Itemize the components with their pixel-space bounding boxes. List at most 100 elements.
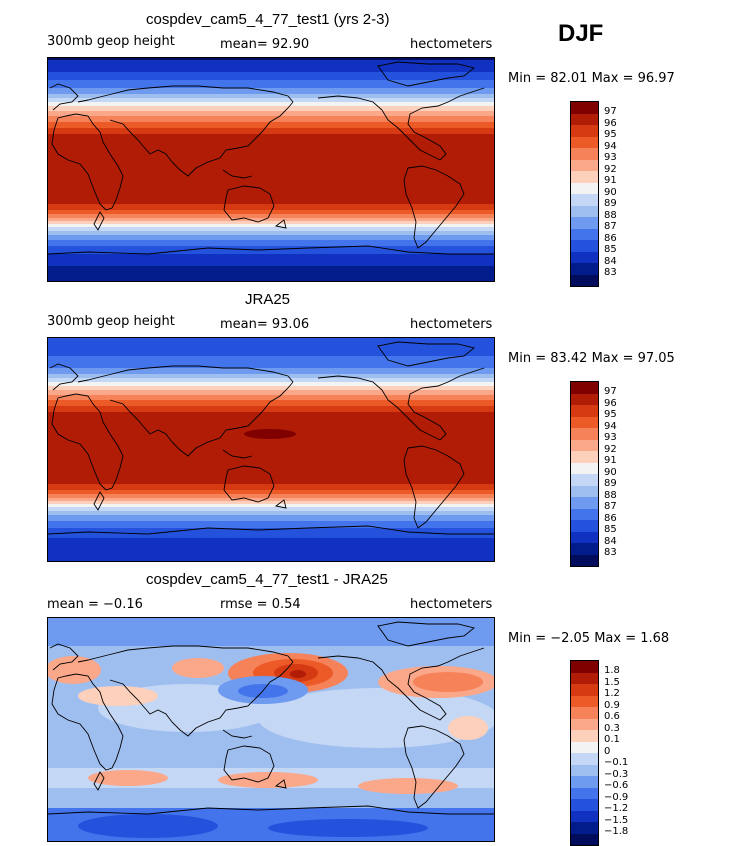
panel2-minmax: Min = 83.42 Max = 97.05 xyxy=(508,351,675,366)
colorbar-label: −1.8 xyxy=(604,826,629,837)
colorbar-label: 1.5 xyxy=(604,676,620,688)
colorbar-swatch xyxy=(571,263,598,275)
panel3-mean: mean = −0.16 xyxy=(47,597,143,612)
panel2-title: JRA25 xyxy=(245,291,291,308)
panel1-field xyxy=(48,58,494,281)
colorbar-label: 0.9 xyxy=(604,699,620,711)
colorbar-swatch xyxy=(571,485,598,497)
colorbar-swatch xyxy=(571,428,598,440)
colorbar-swatch xyxy=(571,148,598,160)
colorbar-swatch xyxy=(571,833,598,845)
colorbar-label: 83 xyxy=(604,267,617,278)
colorbar-label: 0 xyxy=(604,745,611,757)
colorbar-label: 93 xyxy=(604,152,617,163)
colorbar-label: 95 xyxy=(604,409,617,420)
colorbar-swatch xyxy=(571,543,598,555)
colorbar-swatch xyxy=(571,194,598,206)
colorbar-label: 90 xyxy=(604,466,617,478)
colorbar-swatch xyxy=(571,684,598,696)
colorbar-swatch xyxy=(571,451,598,463)
colorbar-swatch xyxy=(571,508,598,520)
colorbar-label: 0.6 xyxy=(604,711,620,722)
panel1-variable: 300mb geop height xyxy=(47,34,175,49)
colorbar-swatch xyxy=(571,822,598,834)
colorbar-label: 1.8 xyxy=(604,665,620,676)
colorbar-swatch xyxy=(571,764,598,776)
colorbar-swatch xyxy=(571,416,598,428)
colorbar-label: −0.3 xyxy=(604,768,629,780)
colorbar-swatch xyxy=(571,240,598,252)
colorbar-label: 83 xyxy=(604,547,617,558)
panel2-map xyxy=(47,337,495,562)
colorbar-swatch xyxy=(571,520,598,532)
colorbar-swatch xyxy=(571,497,598,509)
colorbar-swatch xyxy=(571,205,598,217)
colorbar-swatch xyxy=(571,228,598,240)
colorbar-label: 92 xyxy=(604,163,617,175)
colorbar-label: 0.1 xyxy=(604,734,620,745)
colorbar-swatch xyxy=(571,810,598,822)
colorbar-swatch xyxy=(571,382,598,394)
panel1-mean: mean= 92.90 xyxy=(220,37,310,52)
colorbar-label: −1.5 xyxy=(604,814,629,826)
colorbar-label: 92 xyxy=(604,443,617,455)
panel2-mean: mean= 93.06 xyxy=(220,317,310,332)
colorbar-swatch xyxy=(571,171,598,183)
panel3-minmax: Min = −2.05 Max = 1.68 xyxy=(508,631,670,646)
colorbar-label: 96 xyxy=(604,397,617,409)
panel2-variable: 300mb geop height xyxy=(47,314,175,329)
colorbar-swatch xyxy=(571,661,598,673)
colorbar-swatch xyxy=(571,113,598,125)
colorbar-label: 89 xyxy=(604,198,617,209)
colorbar-label: −0.6 xyxy=(604,780,629,791)
panel3-rmse: rmse = 0.54 xyxy=(220,597,301,612)
panel3-units: hectometers xyxy=(410,597,493,612)
panel2-units: hectometers xyxy=(410,317,493,332)
colorbar-swatch xyxy=(571,251,598,263)
colorbar-swatch xyxy=(571,102,598,114)
colorbar-swatch xyxy=(571,741,598,753)
colorbar-swatch xyxy=(571,462,598,474)
colorbar-swatch xyxy=(571,274,598,286)
panel3-colorbar xyxy=(570,660,599,846)
colorbar-label: 94 xyxy=(604,420,617,432)
panel1-colorbar xyxy=(570,101,599,287)
panel3-title: cospdev_cam5_4_77_test1 - JRA25 xyxy=(146,571,388,588)
colorbar-label: 84 xyxy=(604,255,617,267)
colorbar-label: 95 xyxy=(604,129,617,140)
panel1-units: hectometers xyxy=(410,37,493,52)
colorbar-swatch xyxy=(571,531,598,543)
colorbar-label: 84 xyxy=(604,535,617,547)
colorbar-swatch xyxy=(571,672,598,684)
colorbar-label: 91 xyxy=(604,455,617,466)
colorbar-swatch xyxy=(571,799,598,811)
panel3-field xyxy=(48,618,494,841)
colorbar-label: 97 xyxy=(604,106,617,117)
colorbar-label: 0.3 xyxy=(604,722,620,734)
colorbar-swatch xyxy=(571,217,598,229)
colorbar-label: 85 xyxy=(604,244,617,255)
colorbar-swatch xyxy=(571,393,598,405)
colorbar-label: 87 xyxy=(604,501,617,512)
colorbar-label: 89 xyxy=(604,478,617,489)
colorbar-label: −1.2 xyxy=(604,803,629,814)
colorbar-swatch xyxy=(571,730,598,742)
colorbar-swatch xyxy=(571,474,598,486)
colorbar-swatch xyxy=(571,159,598,171)
colorbar-label: 86 xyxy=(604,232,617,244)
colorbar-label: 85 xyxy=(604,524,617,535)
colorbar-label: −0.1 xyxy=(604,757,629,768)
colorbar-label: 88 xyxy=(604,489,617,501)
colorbar-label: 87 xyxy=(604,221,617,232)
colorbar-swatch xyxy=(571,125,598,137)
panel3-map xyxy=(47,617,495,842)
colorbar-swatch xyxy=(571,182,598,194)
colorbar-swatch xyxy=(571,753,598,765)
colorbar-swatch xyxy=(571,707,598,719)
colorbar-swatch xyxy=(571,718,598,730)
colorbar-swatch xyxy=(571,554,598,566)
panel2-field xyxy=(48,338,494,561)
colorbar-label: 96 xyxy=(604,117,617,129)
colorbar-label: 91 xyxy=(604,175,617,186)
colorbar-label: 94 xyxy=(604,140,617,152)
